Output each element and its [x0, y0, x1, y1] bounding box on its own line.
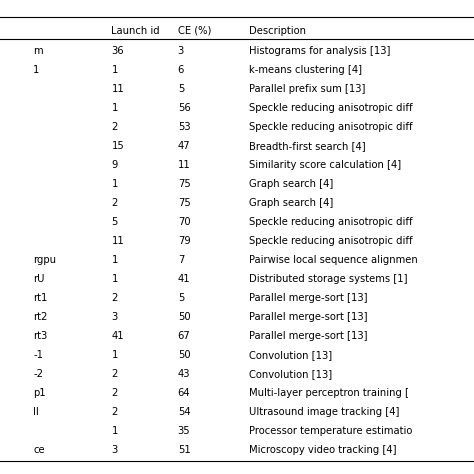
- Text: Pairwise local sequence alignmen: Pairwise local sequence alignmen: [249, 255, 418, 265]
- Text: 2: 2: [111, 293, 118, 303]
- Text: Parallel prefix sum [13]: Parallel prefix sum [13]: [249, 84, 365, 94]
- Text: Convolution [13]: Convolution [13]: [249, 369, 332, 379]
- Text: 75: 75: [178, 179, 191, 189]
- Text: Speckle reducing anisotropic diff: Speckle reducing anisotropic diff: [249, 103, 412, 113]
- Text: 9: 9: [111, 160, 118, 170]
- Text: 54: 54: [178, 407, 191, 417]
- Text: 79: 79: [178, 236, 191, 246]
- Text: Graph search [4]: Graph search [4]: [249, 198, 333, 208]
- Text: Multi-layer perceptron training [: Multi-layer perceptron training [: [249, 388, 409, 398]
- Text: 36: 36: [111, 46, 124, 56]
- Text: 5: 5: [178, 293, 184, 303]
- Text: 1: 1: [111, 103, 118, 113]
- Text: 1: 1: [111, 426, 118, 436]
- Text: 70: 70: [178, 217, 191, 227]
- Text: Speckle reducing anisotropic diff: Speckle reducing anisotropic diff: [249, 217, 412, 227]
- Text: 3: 3: [111, 312, 118, 322]
- Text: 1: 1: [111, 255, 118, 265]
- Text: Ultrasound image tracking [4]: Ultrasound image tracking [4]: [249, 407, 399, 417]
- Text: 7: 7: [178, 255, 184, 265]
- Text: rgpu: rgpu: [33, 255, 56, 265]
- Text: 67: 67: [178, 331, 191, 341]
- Text: Speckle reducing anisotropic diff: Speckle reducing anisotropic diff: [249, 236, 412, 246]
- Text: 5: 5: [178, 84, 184, 94]
- Text: 6: 6: [178, 65, 184, 75]
- Text: rt2: rt2: [33, 312, 47, 322]
- Text: 2: 2: [111, 388, 118, 398]
- Text: Description: Description: [249, 26, 306, 36]
- Text: 43: 43: [178, 369, 190, 379]
- Text: 1: 1: [33, 65, 39, 75]
- Text: -1: -1: [33, 350, 43, 360]
- Text: 11: 11: [111, 236, 124, 246]
- Text: Processor temperature estimatio: Processor temperature estimatio: [249, 426, 412, 436]
- Text: 41: 41: [178, 274, 191, 284]
- Text: 1: 1: [111, 350, 118, 360]
- Text: Convolution [13]: Convolution [13]: [249, 350, 332, 360]
- Text: 1: 1: [111, 65, 118, 75]
- Text: 50: 50: [178, 312, 191, 322]
- Text: 64: 64: [178, 388, 191, 398]
- Text: Speckle reducing anisotropic diff: Speckle reducing anisotropic diff: [249, 122, 412, 132]
- Text: Parallel merge-sort [13]: Parallel merge-sort [13]: [249, 312, 367, 322]
- Text: ll: ll: [33, 407, 39, 417]
- Text: Similarity score calculation [4]: Similarity score calculation [4]: [249, 160, 401, 170]
- Text: rt3: rt3: [33, 331, 47, 341]
- Text: m: m: [33, 46, 43, 56]
- Text: 2: 2: [111, 198, 118, 208]
- Text: 5: 5: [111, 217, 118, 227]
- Text: 11: 11: [178, 160, 191, 170]
- Text: 53: 53: [178, 122, 191, 132]
- Text: 2: 2: [111, 122, 118, 132]
- Text: ce: ce: [33, 445, 45, 455]
- Text: Histograms for analysis [13]: Histograms for analysis [13]: [249, 46, 390, 56]
- Text: Launch id: Launch id: [111, 26, 160, 36]
- Text: Breadth-first search [4]: Breadth-first search [4]: [249, 141, 365, 151]
- Text: Graph search [4]: Graph search [4]: [249, 179, 333, 189]
- Text: 56: 56: [178, 103, 191, 113]
- Text: 50: 50: [178, 350, 191, 360]
- Text: 1: 1: [111, 274, 118, 284]
- Text: rU: rU: [33, 274, 45, 284]
- Text: k-means clustering [4]: k-means clustering [4]: [249, 65, 362, 75]
- Text: 41: 41: [111, 331, 124, 341]
- Text: -2: -2: [33, 369, 43, 379]
- Text: Parallel merge-sort [13]: Parallel merge-sort [13]: [249, 293, 367, 303]
- Text: p1: p1: [33, 388, 46, 398]
- Text: Microscopy video tracking [4]: Microscopy video tracking [4]: [249, 445, 396, 455]
- Text: Distributed storage systems [1]: Distributed storage systems [1]: [249, 274, 407, 284]
- Text: 11: 11: [111, 84, 124, 94]
- Text: 75: 75: [178, 198, 191, 208]
- Text: 3: 3: [178, 46, 184, 56]
- Text: CE (%): CE (%): [178, 26, 211, 36]
- Text: 35: 35: [178, 426, 191, 436]
- Text: 3: 3: [111, 445, 118, 455]
- Text: rt1: rt1: [33, 293, 47, 303]
- Text: 2: 2: [111, 407, 118, 417]
- Text: 1: 1: [111, 179, 118, 189]
- Text: 51: 51: [178, 445, 191, 455]
- Text: Parallel merge-sort [13]: Parallel merge-sort [13]: [249, 331, 367, 341]
- Text: 2: 2: [111, 369, 118, 379]
- Text: 47: 47: [178, 141, 191, 151]
- Text: 15: 15: [111, 141, 124, 151]
